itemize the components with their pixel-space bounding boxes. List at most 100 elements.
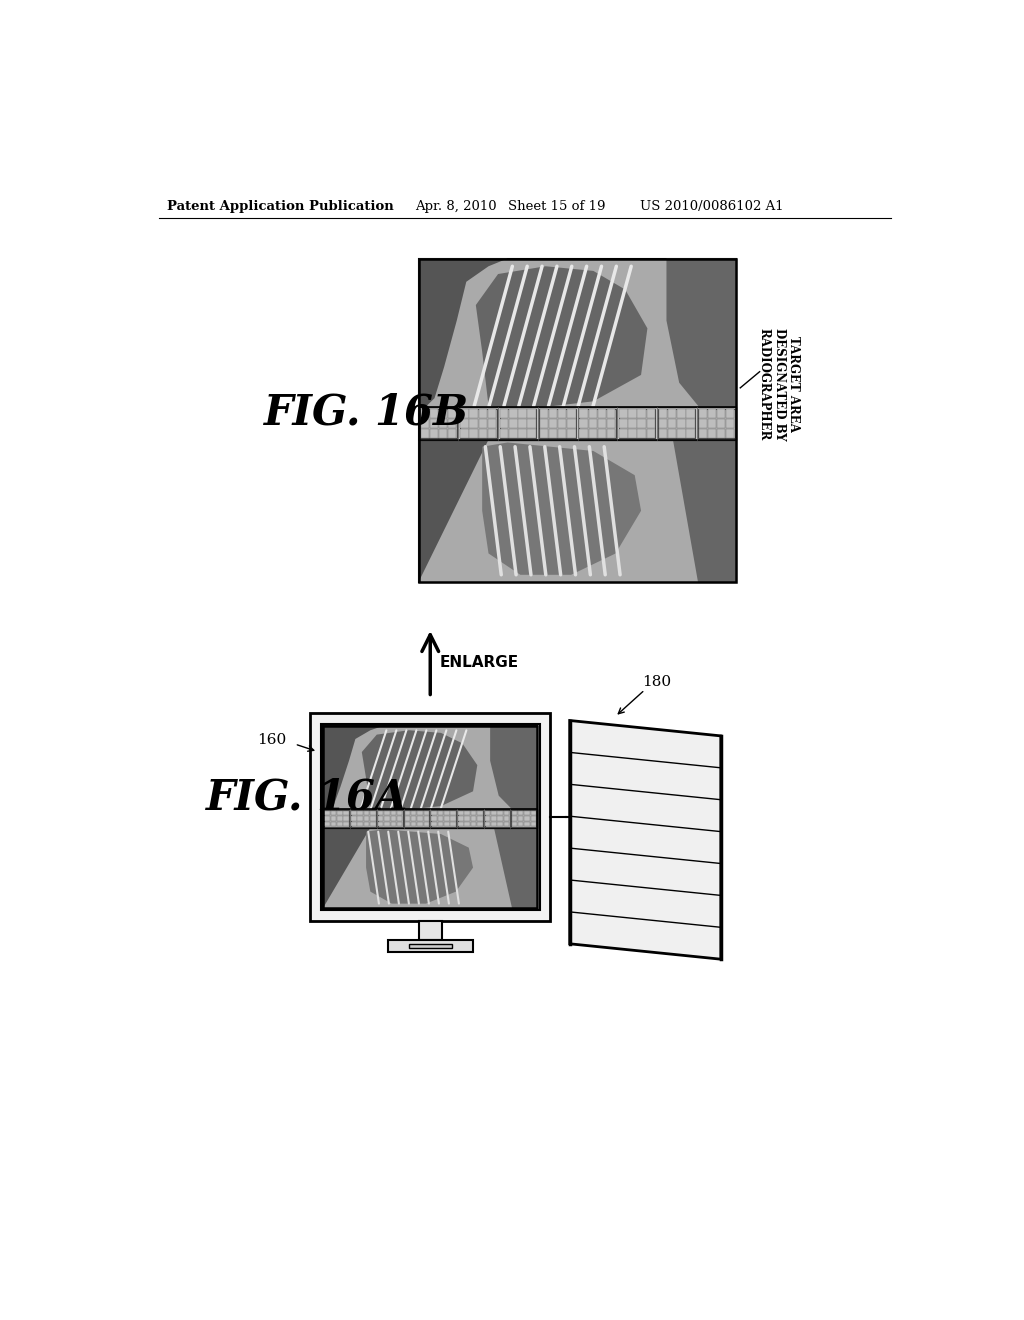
- Bar: [607, 409, 615, 418]
- Bar: [343, 810, 349, 816]
- Polygon shape: [324, 828, 371, 908]
- Bar: [686, 429, 694, 438]
- Bar: [430, 429, 438, 438]
- Bar: [411, 822, 417, 826]
- Bar: [404, 822, 411, 826]
- Bar: [460, 409, 497, 438]
- Polygon shape: [667, 259, 736, 413]
- Bar: [465, 822, 470, 826]
- Bar: [458, 816, 464, 821]
- Bar: [607, 418, 615, 428]
- Bar: [417, 810, 423, 816]
- Bar: [419, 259, 736, 582]
- Bar: [527, 418, 536, 428]
- Bar: [726, 409, 734, 418]
- Bar: [404, 810, 429, 826]
- Bar: [589, 409, 597, 418]
- Bar: [580, 429, 588, 438]
- Bar: [458, 822, 464, 826]
- Bar: [540, 418, 548, 428]
- Bar: [620, 409, 628, 418]
- Bar: [504, 822, 509, 826]
- Bar: [549, 409, 557, 418]
- Bar: [540, 409, 548, 418]
- Bar: [431, 816, 437, 821]
- Bar: [500, 409, 537, 438]
- Bar: [518, 822, 523, 826]
- Bar: [384, 810, 390, 816]
- Bar: [331, 816, 336, 821]
- Text: 180: 180: [642, 675, 671, 689]
- Bar: [324, 726, 538, 908]
- Bar: [321, 723, 540, 909]
- Bar: [343, 816, 349, 821]
- Bar: [449, 429, 457, 438]
- Bar: [378, 810, 402, 826]
- Bar: [477, 822, 482, 826]
- Bar: [460, 409, 469, 418]
- Bar: [458, 810, 464, 816]
- Bar: [638, 409, 646, 418]
- Bar: [524, 810, 529, 816]
- Bar: [500, 418, 508, 428]
- Text: US 2010/0086102 A1: US 2010/0086102 A1: [640, 199, 783, 213]
- Bar: [487, 409, 496, 418]
- Bar: [677, 418, 685, 428]
- Polygon shape: [419, 440, 488, 582]
- Bar: [421, 418, 429, 428]
- Bar: [658, 409, 668, 418]
- Bar: [717, 418, 725, 428]
- Bar: [567, 418, 575, 428]
- Bar: [504, 810, 509, 816]
- Bar: [646, 409, 655, 418]
- Bar: [524, 822, 529, 826]
- Bar: [471, 816, 476, 821]
- Bar: [686, 418, 694, 428]
- Bar: [620, 418, 628, 428]
- Polygon shape: [361, 730, 477, 812]
- Bar: [397, 822, 402, 826]
- Bar: [419, 408, 736, 440]
- Bar: [411, 816, 417, 821]
- Bar: [598, 429, 606, 438]
- Bar: [492, 816, 497, 821]
- Bar: [549, 418, 557, 428]
- Bar: [658, 429, 668, 438]
- Bar: [579, 409, 615, 438]
- Bar: [325, 810, 330, 816]
- Bar: [512, 822, 517, 826]
- Bar: [708, 418, 716, 428]
- Bar: [404, 816, 411, 821]
- Polygon shape: [673, 440, 736, 582]
- Bar: [580, 409, 588, 418]
- Bar: [439, 409, 447, 418]
- Bar: [527, 409, 536, 418]
- Bar: [324, 726, 538, 813]
- Bar: [471, 810, 476, 816]
- Bar: [668, 418, 677, 428]
- Polygon shape: [482, 442, 641, 574]
- Bar: [492, 810, 497, 816]
- Bar: [498, 810, 503, 816]
- Bar: [629, 418, 637, 428]
- Bar: [492, 822, 497, 826]
- Bar: [677, 429, 685, 438]
- Text: FIG. 16A: FIG. 16A: [206, 776, 408, 818]
- Bar: [390, 816, 396, 821]
- Bar: [469, 429, 478, 438]
- Bar: [658, 418, 668, 428]
- Bar: [351, 822, 356, 826]
- Bar: [518, 409, 526, 418]
- Bar: [364, 816, 370, 821]
- Bar: [458, 810, 483, 826]
- Bar: [384, 816, 390, 821]
- Bar: [530, 816, 536, 821]
- Bar: [411, 810, 417, 816]
- Bar: [460, 429, 469, 438]
- Bar: [629, 409, 637, 418]
- Bar: [668, 409, 677, 418]
- Bar: [487, 418, 496, 428]
- Bar: [500, 409, 508, 418]
- Bar: [638, 418, 646, 428]
- Bar: [698, 429, 707, 438]
